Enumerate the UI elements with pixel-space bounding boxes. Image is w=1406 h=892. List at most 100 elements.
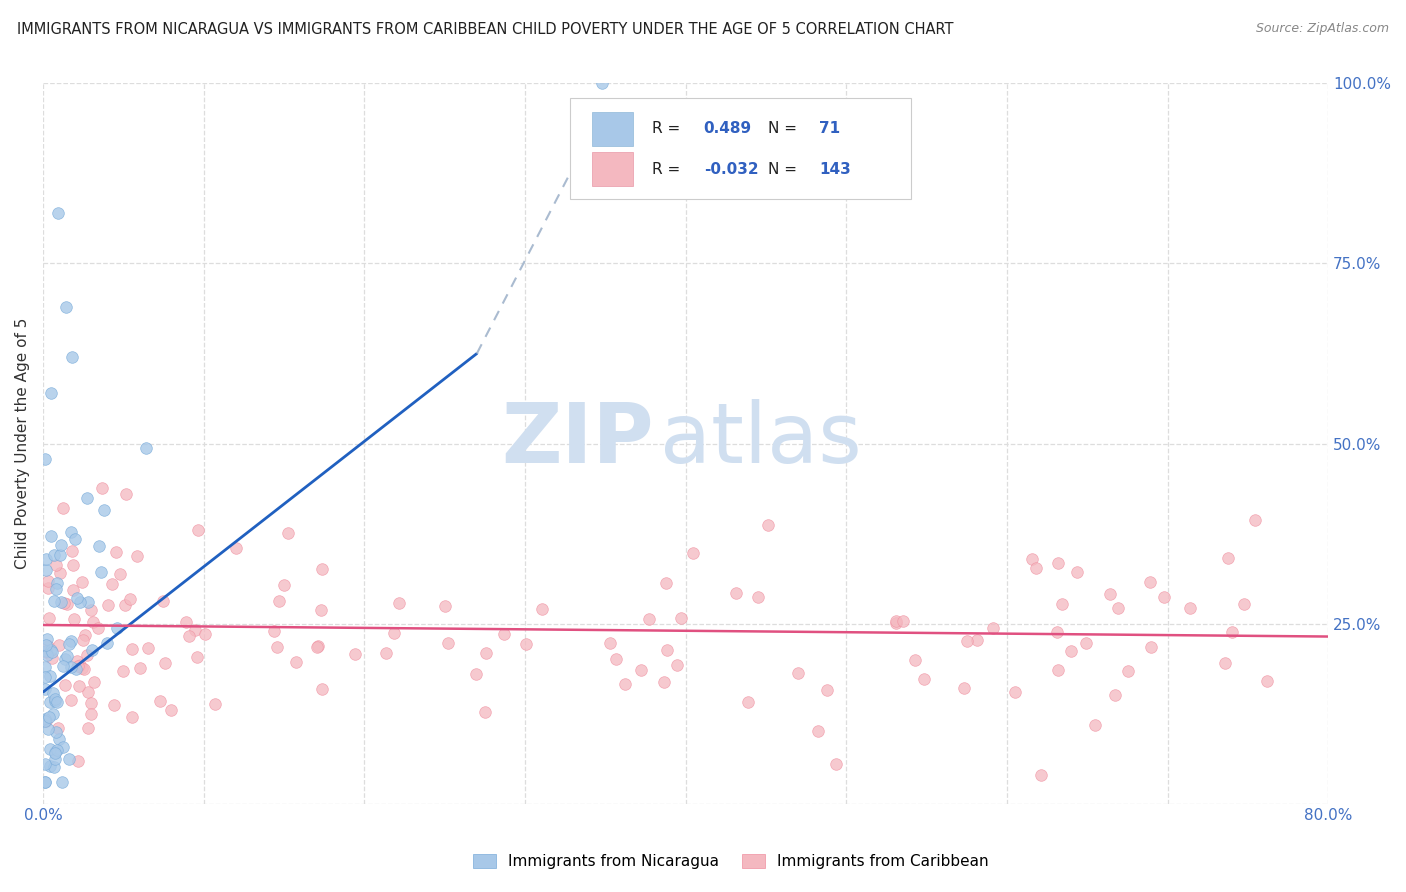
Point xyxy=(35,564,58,578)
Point xyxy=(1220,625,1243,640)
Point xyxy=(69,595,91,609)
Point xyxy=(127,549,149,563)
Point xyxy=(474,647,496,661)
Point xyxy=(58,637,80,651)
Point xyxy=(605,651,627,665)
Point xyxy=(114,487,136,501)
Point xyxy=(756,518,779,533)
Point xyxy=(80,696,103,710)
Point xyxy=(52,597,75,611)
Point xyxy=(807,724,830,739)
Legend: Immigrants from Nicaragua, Immigrants from Caribbean: Immigrants from Nicaragua, Immigrants fr… xyxy=(467,848,995,875)
Point xyxy=(39,386,62,401)
Point xyxy=(76,491,98,505)
Point xyxy=(966,632,988,647)
Point xyxy=(1050,597,1073,611)
Text: ZIP: ZIP xyxy=(501,400,654,481)
Point xyxy=(52,739,75,754)
Point xyxy=(114,598,136,612)
Point xyxy=(37,574,59,588)
Point xyxy=(1233,597,1256,611)
Point xyxy=(101,576,124,591)
Text: N =: N = xyxy=(768,161,801,177)
Point xyxy=(55,300,77,314)
Point xyxy=(65,662,87,676)
Point xyxy=(34,660,56,674)
Point xyxy=(60,525,83,540)
Text: Source: ZipAtlas.com: Source: ZipAtlas.com xyxy=(1256,22,1389,36)
Point xyxy=(60,692,83,706)
Point xyxy=(34,670,56,684)
Point xyxy=(174,615,197,629)
Point xyxy=(1213,656,1236,670)
Point xyxy=(44,746,66,760)
Point xyxy=(48,548,70,562)
Point xyxy=(60,350,83,364)
Point xyxy=(35,643,58,657)
Point xyxy=(1060,644,1083,658)
Point xyxy=(46,575,69,590)
Point xyxy=(1025,561,1047,575)
Point xyxy=(80,602,103,616)
Point xyxy=(388,596,411,610)
Point xyxy=(76,721,98,735)
Point xyxy=(1046,624,1069,639)
Point xyxy=(1216,550,1239,565)
Point xyxy=(1066,565,1088,579)
Point xyxy=(118,591,141,606)
Point xyxy=(121,642,143,657)
Point xyxy=(1046,556,1069,570)
FancyBboxPatch shape xyxy=(592,152,633,186)
Point xyxy=(45,743,67,757)
Point xyxy=(666,658,689,673)
Point xyxy=(35,714,58,728)
Point xyxy=(44,745,66,759)
Point xyxy=(599,636,621,650)
Point xyxy=(53,678,76,692)
Point xyxy=(1084,717,1107,731)
Point xyxy=(815,683,838,698)
Point xyxy=(34,775,56,789)
Point xyxy=(105,621,128,635)
Point xyxy=(45,558,67,572)
Point xyxy=(67,659,90,673)
Point xyxy=(39,695,62,709)
Point xyxy=(34,757,56,772)
Point xyxy=(786,665,808,680)
Point xyxy=(62,558,84,572)
Point xyxy=(305,640,328,654)
Point xyxy=(93,503,115,517)
Point xyxy=(1256,673,1278,688)
Point xyxy=(34,552,56,566)
Point xyxy=(44,752,66,766)
Point xyxy=(76,595,98,609)
Point xyxy=(49,566,72,581)
Point xyxy=(1139,574,1161,589)
Point xyxy=(1107,600,1129,615)
Point xyxy=(204,697,226,711)
Point xyxy=(45,725,67,739)
Point xyxy=(49,595,72,609)
Point xyxy=(76,685,98,699)
Text: 0.489: 0.489 xyxy=(703,121,752,136)
Text: N =: N = xyxy=(768,121,801,136)
Point xyxy=(266,640,288,654)
Point xyxy=(177,629,200,643)
Y-axis label: Child Poverty Under the Age of 5: Child Poverty Under the Age of 5 xyxy=(15,318,30,569)
Point xyxy=(194,627,217,641)
Point xyxy=(152,594,174,608)
Point xyxy=(263,624,285,639)
Point xyxy=(375,646,398,660)
Point xyxy=(46,695,69,709)
Text: 143: 143 xyxy=(820,161,851,177)
Point xyxy=(724,586,747,600)
Point xyxy=(73,627,96,641)
Point xyxy=(70,661,93,675)
Point xyxy=(34,775,56,789)
Point xyxy=(737,695,759,709)
Point xyxy=(186,650,208,665)
Point xyxy=(62,544,84,558)
Point xyxy=(34,452,56,467)
Point xyxy=(80,643,103,657)
Point xyxy=(285,655,308,669)
